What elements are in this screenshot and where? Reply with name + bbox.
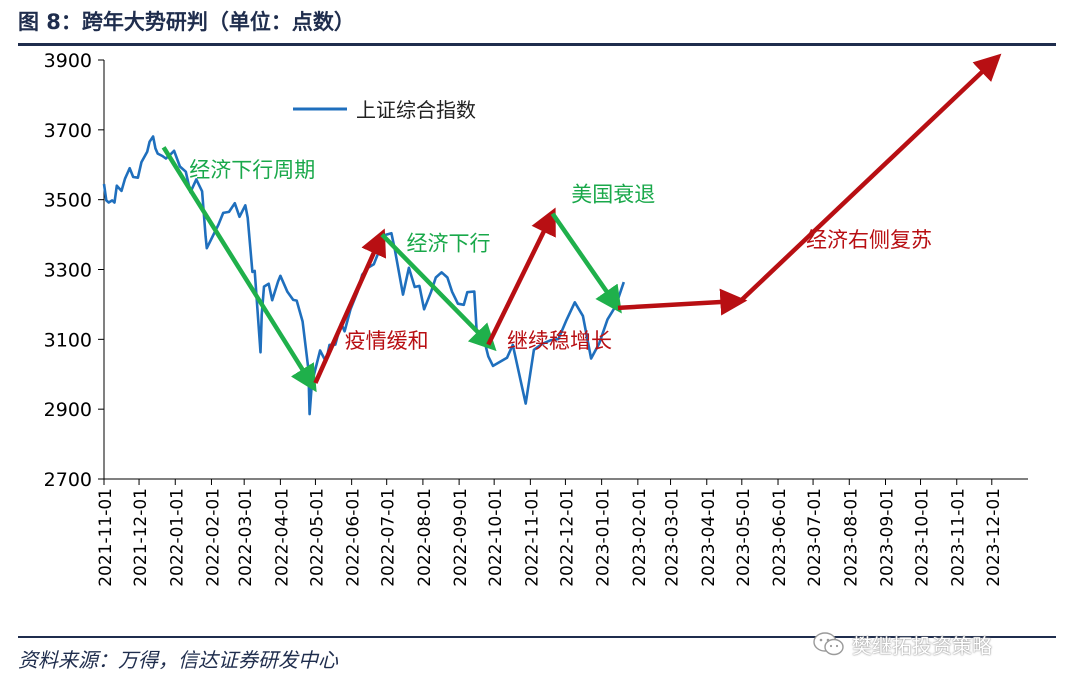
series-line-shanghai-composite — [102, 135, 626, 416]
x-tick-label: 2023-12-01 — [984, 488, 1004, 587]
green-trend-arrow — [550, 212, 622, 314]
watermark: 樊继拓投资策略 — [812, 626, 1042, 662]
x-tick-label: 2023-05-01 — [734, 488, 754, 587]
y-tick-label: 3300 — [44, 260, 92, 282]
legend-label: 上证综合指数 — [356, 98, 476, 122]
trend-arrows — [161, 53, 1002, 393]
series-layer — [102, 135, 626, 416]
annotation-green: 美国衰退 — [571, 182, 655, 206]
x-tick-label: 2022-09-01 — [451, 488, 471, 587]
x-tick-label: 2022-01-01 — [167, 488, 187, 587]
x-tick-label: 2023-09-01 — [877, 488, 897, 587]
x-tick-label: 2022-11-01 — [522, 488, 542, 587]
x-tick-label: 2022-06-01 — [344, 488, 364, 587]
x-tick-label: 2021-11-01 — [96, 488, 116, 587]
wechat-icon — [813, 632, 844, 656]
watermark-text: 樊继拓投资策略 — [852, 633, 992, 658]
x-tick-label: 2023-01-01 — [594, 488, 614, 587]
x-tick-label: 2023-07-01 — [805, 488, 825, 587]
red-trend-arrow — [313, 228, 387, 384]
x-tick-label: 2023-11-01 — [949, 488, 969, 587]
annotation-red: 疫情缓和 — [345, 329, 429, 353]
x-tick-label: 2023-02-01 — [630, 488, 650, 587]
x-tick-label: 2023-10-01 — [913, 488, 933, 587]
x-tick-label: 2022-05-01 — [307, 488, 327, 587]
x-tick-label: 2022-12-01 — [557, 488, 577, 587]
red-trend-arrow — [739, 53, 1002, 303]
y-tick-label: 3700 — [44, 120, 92, 142]
green-trend-arrow — [380, 233, 497, 352]
y-tick-label: 3100 — [44, 329, 92, 351]
y-tick-label: 3500 — [44, 190, 92, 212]
title-divider — [18, 43, 1056, 46]
annotation-green: 经济下行 — [407, 231, 491, 255]
x-tick-label: 2022-03-01 — [236, 488, 256, 587]
green-trend-arrow — [161, 146, 317, 393]
x-tick-label: 2022-07-01 — [379, 488, 399, 587]
annotation-green: 经济下行周期 — [189, 158, 315, 182]
red-trend-arrow — [486, 207, 556, 346]
footer-divider — [18, 636, 1056, 638]
axes: 2700 2900 3100 3300 3500 3700 3900 2021-11-01 20… — [44, 50, 1028, 587]
x-tick-label: 2021-12-01 — [131, 488, 151, 587]
y-tick-label: 2900 — [44, 399, 92, 421]
annotation-red: 继续稳增长 — [507, 329, 612, 353]
x-tick-label: 2022-10-01 — [486, 488, 506, 587]
source-note: 资料来源：万得，信达证券研发中心 — [18, 648, 338, 672]
y-tick-label: 3900 — [44, 50, 92, 72]
legend: 上证综合指数 — [293, 98, 476, 122]
x-tick-label: 2022-08-01 — [415, 488, 435, 587]
x-tick-label: 2023-06-01 — [770, 488, 790, 587]
x-tick-label: 2022-04-01 — [272, 488, 292, 587]
x-tick-label: 2023-08-01 — [841, 488, 861, 587]
x-tick-label: 2022-02-01 — [203, 488, 223, 587]
figure-title: 图 8：跨年大势研判（单位：点数） — [18, 10, 355, 34]
red-trend-arrow — [617, 288, 748, 316]
annotation-red: 经济右侧复苏 — [806, 228, 932, 252]
x-tick-label: 2023-03-01 — [663, 488, 683, 587]
y-tick-label: 2700 — [44, 469, 92, 491]
x-tick-label: 2023-04-01 — [699, 488, 719, 587]
